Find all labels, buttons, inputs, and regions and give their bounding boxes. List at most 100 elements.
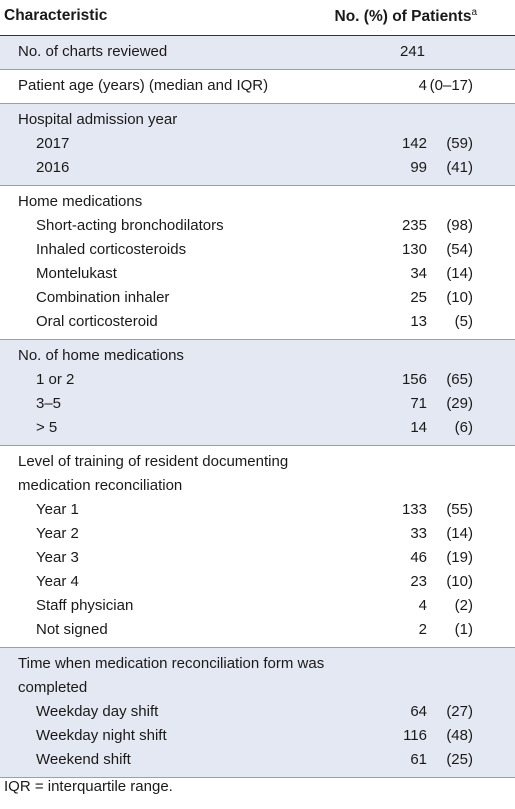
row-pct: (19) (446, 549, 473, 566)
row-value: 241 (399, 43, 426, 60)
table-footnote: IQR = interquartile range. (4, 778, 173, 795)
section-title: Level of training of resident documentin… (18, 453, 289, 494)
section-training: Level of training of resident documentin… (0, 446, 515, 648)
row-label: Oral corticosteroid (36, 313, 158, 330)
row-num: 34 (410, 265, 427, 282)
section-title-row: No. of home medications (0, 344, 515, 368)
header-patients: No. (%) of Patientsa (335, 7, 477, 26)
section-title: No. of home medications (18, 347, 184, 364)
row-num: 156 (401, 371, 427, 388)
row-label: Combination inhaler (36, 289, 170, 306)
row-label: 2017 (36, 135, 70, 152)
row-num: 71 (410, 395, 427, 412)
table-row: Year 4 23 (10) (0, 570, 515, 594)
row-label: Patient age (years) (median and IQR) (18, 77, 269, 94)
characteristics-table: Characteristic No. (%) of Patientsa No. … (0, 0, 515, 778)
section-title: Home medications (18, 193, 143, 210)
row-range: (0–17) (429, 77, 473, 94)
row-label: 1 or 2 (36, 371, 75, 388)
row-num: 142 (401, 135, 427, 152)
table-header: Characteristic No. (%) of Patientsa (0, 0, 515, 36)
row-label: Weekday night shift (36, 727, 167, 744)
section-title: Time when medication reconciliation form… (18, 655, 325, 696)
row-num: 2 (418, 621, 427, 638)
row-pct: (59) (446, 135, 473, 152)
row-pct: (48) (446, 727, 473, 744)
row-pct: (55) (446, 501, 473, 518)
row-num: 23 (410, 573, 427, 590)
row-label: Weekday day shift (36, 703, 159, 720)
row-pct: (54) (446, 241, 473, 258)
table-row: Weekday night shift 116 (48) (0, 724, 515, 748)
table-row: Patient age (years) (median and IQR) 4 (… (0, 74, 515, 98)
section-title-row: Hospital admission year (0, 108, 515, 132)
row-pct: (98) (446, 217, 473, 234)
row-label: Year 3 (36, 549, 79, 566)
row-pct: (6) (454, 419, 473, 436)
row-pct: (27) (446, 703, 473, 720)
row-num: 61 (410, 751, 427, 768)
table-row: Weekend shift 61 (25) (0, 748, 515, 772)
section-title: Hospital admission year (18, 111, 178, 128)
row-label: Year 4 (36, 573, 79, 590)
section-age: Patient age (years) (median and IQR) 4 (… (0, 70, 515, 104)
section-title-row: Home medications (0, 190, 515, 214)
table-row: 2016 99 (41) (0, 156, 515, 180)
row-pct: (5) (454, 313, 473, 330)
row-label: Year 2 (36, 525, 79, 542)
section-charts: No. of charts reviewed 241 (0, 36, 515, 70)
table-row: Year 3 46 (19) (0, 546, 515, 570)
section-home-medications: Home medications Short-acting bronchodil… (0, 186, 515, 340)
row-num: 235 (401, 217, 427, 234)
section-time: Time when medication reconciliation form… (0, 648, 515, 778)
row-num: 116 (403, 727, 427, 744)
table-row: 1 or 2 156 (65) (0, 368, 515, 392)
row-pct: (25) (446, 751, 473, 768)
row-label: > 5 (36, 419, 58, 436)
row-label: Montelukast (36, 265, 117, 282)
row-pct: (2) (454, 597, 473, 614)
row-num: 4 (418, 77, 427, 94)
section-title-row: Time when medication reconciliation form… (0, 652, 515, 700)
table-row: Oral corticosteroid 13 (5) (0, 310, 515, 334)
table-row: No. of charts reviewed 241 (0, 40, 515, 64)
row-num: 14 (410, 419, 427, 436)
row-num: 25 (410, 289, 427, 306)
row-label: Weekend shift (36, 751, 131, 768)
row-num: 64 (410, 703, 427, 720)
table-row: Year 1 133 (55) (0, 498, 515, 522)
table-row: Staff physician 4 (2) (0, 594, 515, 618)
row-pct: (10) (446, 573, 473, 590)
row-num: 4 (418, 597, 427, 614)
row-label: Short-acting bronchodilators (36, 217, 224, 234)
row-label: Inhaled corticosteroids (36, 241, 187, 258)
row-label: No. of charts reviewed (18, 43, 168, 60)
row-pct: (1) (454, 621, 473, 638)
header-footnote-marker: a (471, 7, 477, 18)
row-pct: (10) (446, 289, 473, 306)
table-row: 2017 142 (59) (0, 132, 515, 156)
section-title-row: Level of training of resident documentin… (0, 450, 515, 498)
section-admission: Hospital admission year 2017 142 (59) 20… (0, 104, 515, 186)
table-row: > 5 14 (6) (0, 416, 515, 440)
row-label: 2016 (36, 159, 70, 176)
section-num-home-medications: No. of home medications 1 or 2 156 (65) … (0, 340, 515, 446)
table-row: Montelukast 34 (14) (0, 262, 515, 286)
row-label: Staff physician (36, 597, 134, 614)
header-patients-text: No. (%) of Patients (334, 8, 472, 26)
row-pct: (14) (446, 265, 473, 282)
table-row: Not signed 2 (1) (0, 618, 515, 642)
row-pct: (29) (446, 395, 473, 412)
row-num: 13 (410, 313, 427, 330)
table-row: Weekday day shift 64 (27) (0, 700, 515, 724)
row-num: 99 (410, 159, 427, 176)
table-row: Short-acting bronchodilators 235 (98) (0, 214, 515, 238)
row-label: Year 1 (36, 501, 79, 518)
row-num: 130 (401, 241, 427, 258)
row-label: 3–5 (36, 395, 62, 412)
table-row: Combination inhaler 25 (10) (0, 286, 515, 310)
row-num: 33 (410, 525, 427, 542)
row-pct: (14) (446, 525, 473, 542)
row-num: 46 (410, 549, 427, 566)
row-pct: (41) (446, 159, 473, 176)
